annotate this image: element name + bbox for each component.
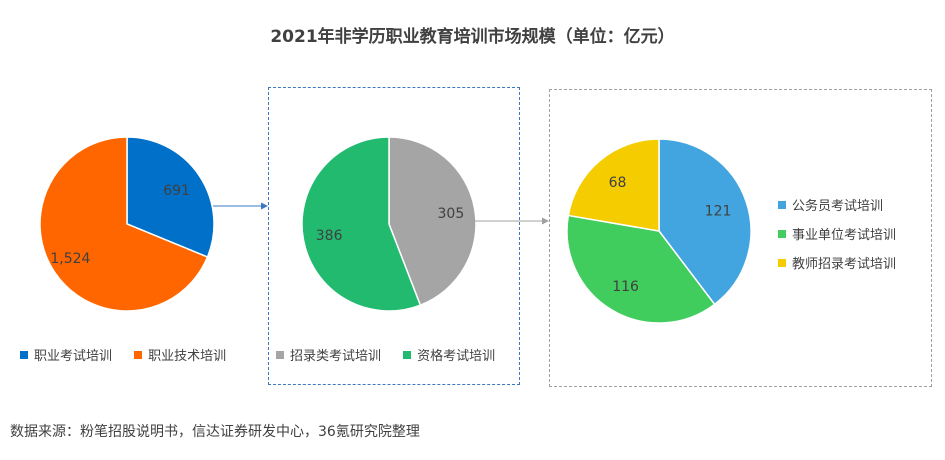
highlight-box-recruitment-training — [549, 89, 932, 387]
pie-slice — [39, 136, 209, 312]
legend-vocational-training: 职业考试培训 职业技术培训 — [20, 345, 244, 364]
pie-slice — [566, 214, 716, 324]
data-label: 1,524 — [50, 251, 90, 267]
pie-vocational-training: 691 1,524 — [39, 136, 215, 312]
legend-swatch — [276, 350, 284, 359]
data-label: 386 — [316, 228, 343, 244]
legend-label: 事业单位考试培训 — [792, 228, 897, 243]
legend-swatch — [403, 350, 412, 359]
highlight-box-exam-training — [268, 87, 520, 385]
legend-exam-training: 招录类考试培训 资格考试培训 — [276, 345, 513, 364]
legend-label: 资格考试培训 — [417, 349, 496, 364]
legend-item: 招录类考试培训 — [276, 345, 381, 364]
chart-title: 2021年非学历职业教育培训市场规模（单位：亿元） — [270, 27, 675, 47]
connector-arrow-2 — [542, 217, 549, 225]
legend-label: 招录类考试培训 — [290, 349, 382, 364]
legend-item: 职业考试培训 — [20, 345, 112, 364]
data-label: 116 — [612, 279, 639, 295]
legend-label: 教师招录考试培训 — [792, 257, 897, 272]
connector-arrow-1 — [261, 202, 268, 210]
legend-item: 资格考试培训 — [403, 345, 495, 364]
legend-swatch — [778, 229, 786, 238]
legend-swatch — [778, 258, 786, 267]
source-note: 数据来源：粉笔招股说明书，信达证券研发中心，36氪研究院整理 — [10, 424, 420, 440]
data-label: 691 — [163, 183, 190, 199]
legend-swatch — [20, 350, 28, 359]
pie-recruitment-training: 121 116 68 — [566, 138, 752, 324]
data-label: 305 — [438, 206, 465, 222]
legend-label: 职业技术培训 — [148, 349, 227, 364]
pie-exam-training: 305 386 — [301, 136, 477, 312]
legend-item: 教师招录考试培训 — [778, 253, 896, 272]
pie-slice — [388, 136, 477, 307]
pie-slice — [301, 136, 422, 312]
pie-slice — [567, 138, 660, 232]
legend-item: 职业技术培训 — [134, 345, 226, 364]
legend-swatch — [778, 200, 786, 209]
legend-item: 事业单位考试培训 — [778, 224, 896, 243]
legend-label: 公务员考试培训 — [792, 199, 884, 214]
pie-slice — [126, 136, 215, 259]
pie-slice — [658, 138, 752, 306]
data-label: 68 — [609, 175, 627, 191]
legend-label: 职业考试培训 — [34, 349, 113, 364]
legend-swatch — [134, 350, 143, 359]
legend-recruitment-training: 公务员考试培训 事业单位考试培训 教师招录考试培训 — [778, 195, 896, 282]
legend-item: 公务员考试培训 — [778, 195, 896, 214]
data-label: 121 — [705, 203, 732, 219]
